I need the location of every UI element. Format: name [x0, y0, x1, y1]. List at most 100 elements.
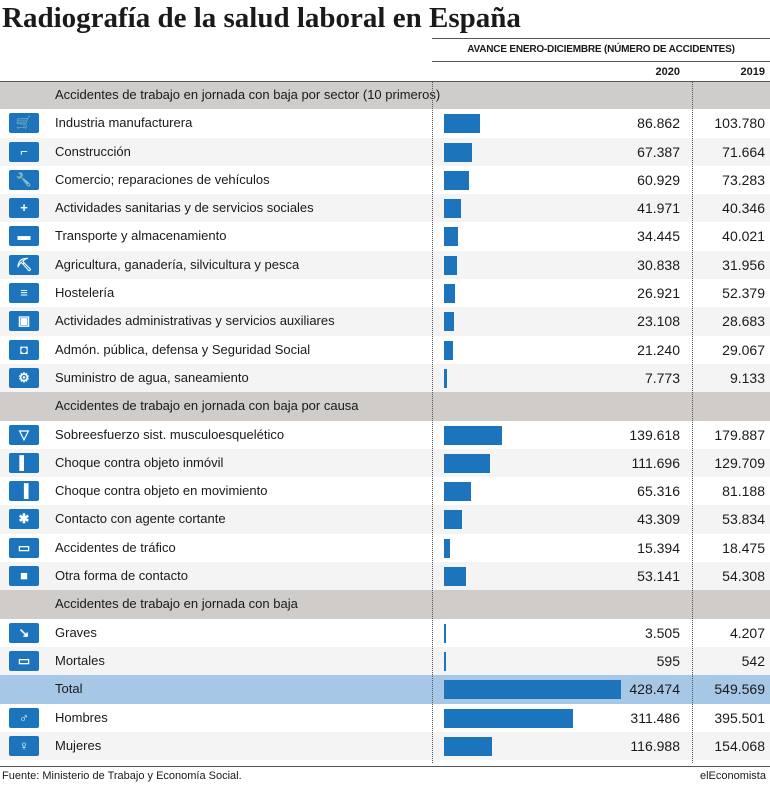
- bar-2020: [444, 284, 456, 304]
- row-label: Accidentes de tráfico: [55, 539, 176, 555]
- value-2020: 7.773: [644, 369, 680, 386]
- contact-icon: ■: [9, 566, 39, 587]
- car-icon: ▭: [9, 537, 39, 558]
- value-2019: 395.501: [714, 709, 765, 726]
- column-header-2019: 2019: [740, 66, 765, 78]
- bar-2020: [444, 199, 462, 219]
- section-label: Accidentes de trabajo en jornada con baj…: [55, 398, 359, 414]
- row-label: Industria manufacturera: [55, 115, 193, 131]
- brand-logo-text: elEconomista: [699, 770, 766, 782]
- saw-blade-icon: ✱: [9, 509, 39, 530]
- value-2020: 116.988: [630, 737, 680, 754]
- briefcase-icon: ▣: [9, 311, 39, 332]
- value-2020: 21.240: [637, 341, 680, 358]
- table-row: ≡ Hostelería 26.921 52.379: [0, 279, 770, 307]
- source-note: Fuente: Ministerio de Trabajo y Economía…: [2, 770, 242, 782]
- value-2019: 29.067: [722, 341, 765, 358]
- row-label: Actividades administrativas y servicios …: [55, 313, 335, 329]
- section-label: Accidentes de trabajo en jornada con baj…: [55, 596, 298, 612]
- row-label: Actividades sanitarias y de servicios so…: [55, 200, 314, 216]
- value-2019: 53.834: [722, 511, 765, 528]
- value-2019: 103.780: [714, 115, 765, 132]
- value-2020: 26.921: [637, 285, 680, 302]
- value-2019: 40.021: [722, 228, 765, 245]
- section-header: Accidentes de trabajo en jornada con baj…: [0, 81, 770, 110]
- value-2020: 15.394: [637, 539, 680, 556]
- table-row: ↘ Graves 3.505 4.207: [0, 619, 770, 647]
- row-label: Agricultura, ganadería, silvicultura y p…: [55, 256, 300, 272]
- wrench-icon: 🔧: [9, 169, 39, 190]
- medical-cross-icon: +: [9, 198, 39, 219]
- farmer-icon: ⛏: [9, 254, 39, 275]
- back-strain-icon: ▽: [9, 424, 39, 445]
- value-2020: 428.474: [629, 681, 680, 698]
- women-icon: ♀: [9, 735, 39, 756]
- moving-object-icon: ▐: [9, 481, 39, 502]
- table-row: ▌ Choque contra objeto inmóvil 111.696 129.…: [0, 448, 770, 478]
- row-label: Otra forma de contacto: [55, 568, 188, 584]
- bar-2020: [444, 708, 573, 728]
- table-row: 🛒 Industria manufacturera 86.862 103.780: [0, 109, 770, 137]
- divider-bars-left: [432, 81, 433, 763]
- truck-icon: ▬: [9, 226, 39, 247]
- bar-2020: [444, 453, 491, 473]
- gears-icon: ⚙: [9, 367, 39, 388]
- table-row: ▭ Mortales 595 542: [0, 646, 770, 676]
- value-2020: 139.618: [629, 426, 680, 443]
- desk-officer-icon: ◘: [9, 339, 39, 360]
- value-2020: 595: [656, 652, 680, 669]
- footer-rule: [0, 766, 770, 767]
- row-label: Choque contra objeto inmóvil: [55, 454, 224, 470]
- value-2019: 129.709: [714, 454, 765, 471]
- bar-2020: [444, 482, 471, 502]
- value-2020: 311.486: [630, 709, 680, 726]
- table-row: + Actividades sanitarias y de servicios s…: [0, 194, 770, 223]
- section-label: Accidentes de trabajo en jornada con baj…: [55, 87, 441, 102]
- bar-2020: [444, 538, 451, 558]
- table-row: ▣ Actividades administrativas y servicios…: [0, 307, 770, 336]
- value-2020: 23.108: [637, 313, 680, 330]
- value-2020: 41.971: [637, 200, 680, 217]
- value-2020: 60.929: [637, 171, 680, 188]
- value-2019: 40.346: [722, 200, 765, 217]
- row-label: Hombres: [55, 709, 108, 725]
- row-label: Graves: [55, 624, 97, 640]
- row-label: Contacto con agente cortante: [55, 511, 226, 527]
- bar-2020: [444, 510, 462, 530]
- row-label: Transporte y almacenamiento: [55, 228, 227, 244]
- table-row: ⛏ Agricultura, ganadería, silvicultura y …: [0, 250, 770, 280]
- row-label: Mortales: [55, 652, 105, 668]
- row-label: Total: [55, 681, 83, 697]
- value-2019: 71.664: [722, 143, 765, 160]
- bar-2020: [444, 227, 459, 247]
- table-row: ◘ Admón. pública, defensa y Seguridad Soc…: [0, 336, 770, 364]
- value-2020: 30.838: [637, 256, 680, 273]
- subhead-rule: [432, 61, 770, 62]
- value-2019: 542: [741, 652, 765, 669]
- cutlery-icon: ≡: [9, 283, 39, 304]
- men-icon: ♂: [9, 707, 39, 728]
- bar-2020: [444, 680, 621, 700]
- value-2020: 111.696: [631, 454, 680, 471]
- value-2020: 3.505: [644, 624, 680, 641]
- value-2019: 18.475: [722, 539, 765, 556]
- column-header-2020: 2020: [655, 66, 680, 78]
- table-row: ▬ Transporte y almacenamiento 34.445 40.021: [0, 222, 770, 250]
- table-row: ♂ Hombres 311.486 395.501: [0, 704, 770, 732]
- bar-2020: [444, 368, 448, 388]
- row-label: Sobreesfuerzo sist. musculoesquelético: [55, 426, 285, 442]
- value-2019: 81.188: [722, 483, 765, 500]
- row-label: Hostelería: [55, 285, 115, 301]
- value-2019: 73.283: [722, 171, 765, 188]
- bar-2020: [444, 340, 453, 360]
- value-2019: 179.887: [714, 426, 765, 443]
- value-2019: 54.308: [722, 568, 765, 585]
- row-label: Mujeres: [55, 737, 102, 753]
- divider-2019-left: [692, 81, 693, 763]
- value-2019: 154.068: [714, 737, 765, 754]
- table-top-rule: [0, 81, 770, 82]
- value-2020: 86.862: [637, 115, 680, 132]
- fall-icon: ↘: [9, 622, 39, 643]
- value-2019: 9.133: [729, 369, 765, 386]
- section-header: Accidentes de trabajo en jornada con baj…: [0, 590, 770, 619]
